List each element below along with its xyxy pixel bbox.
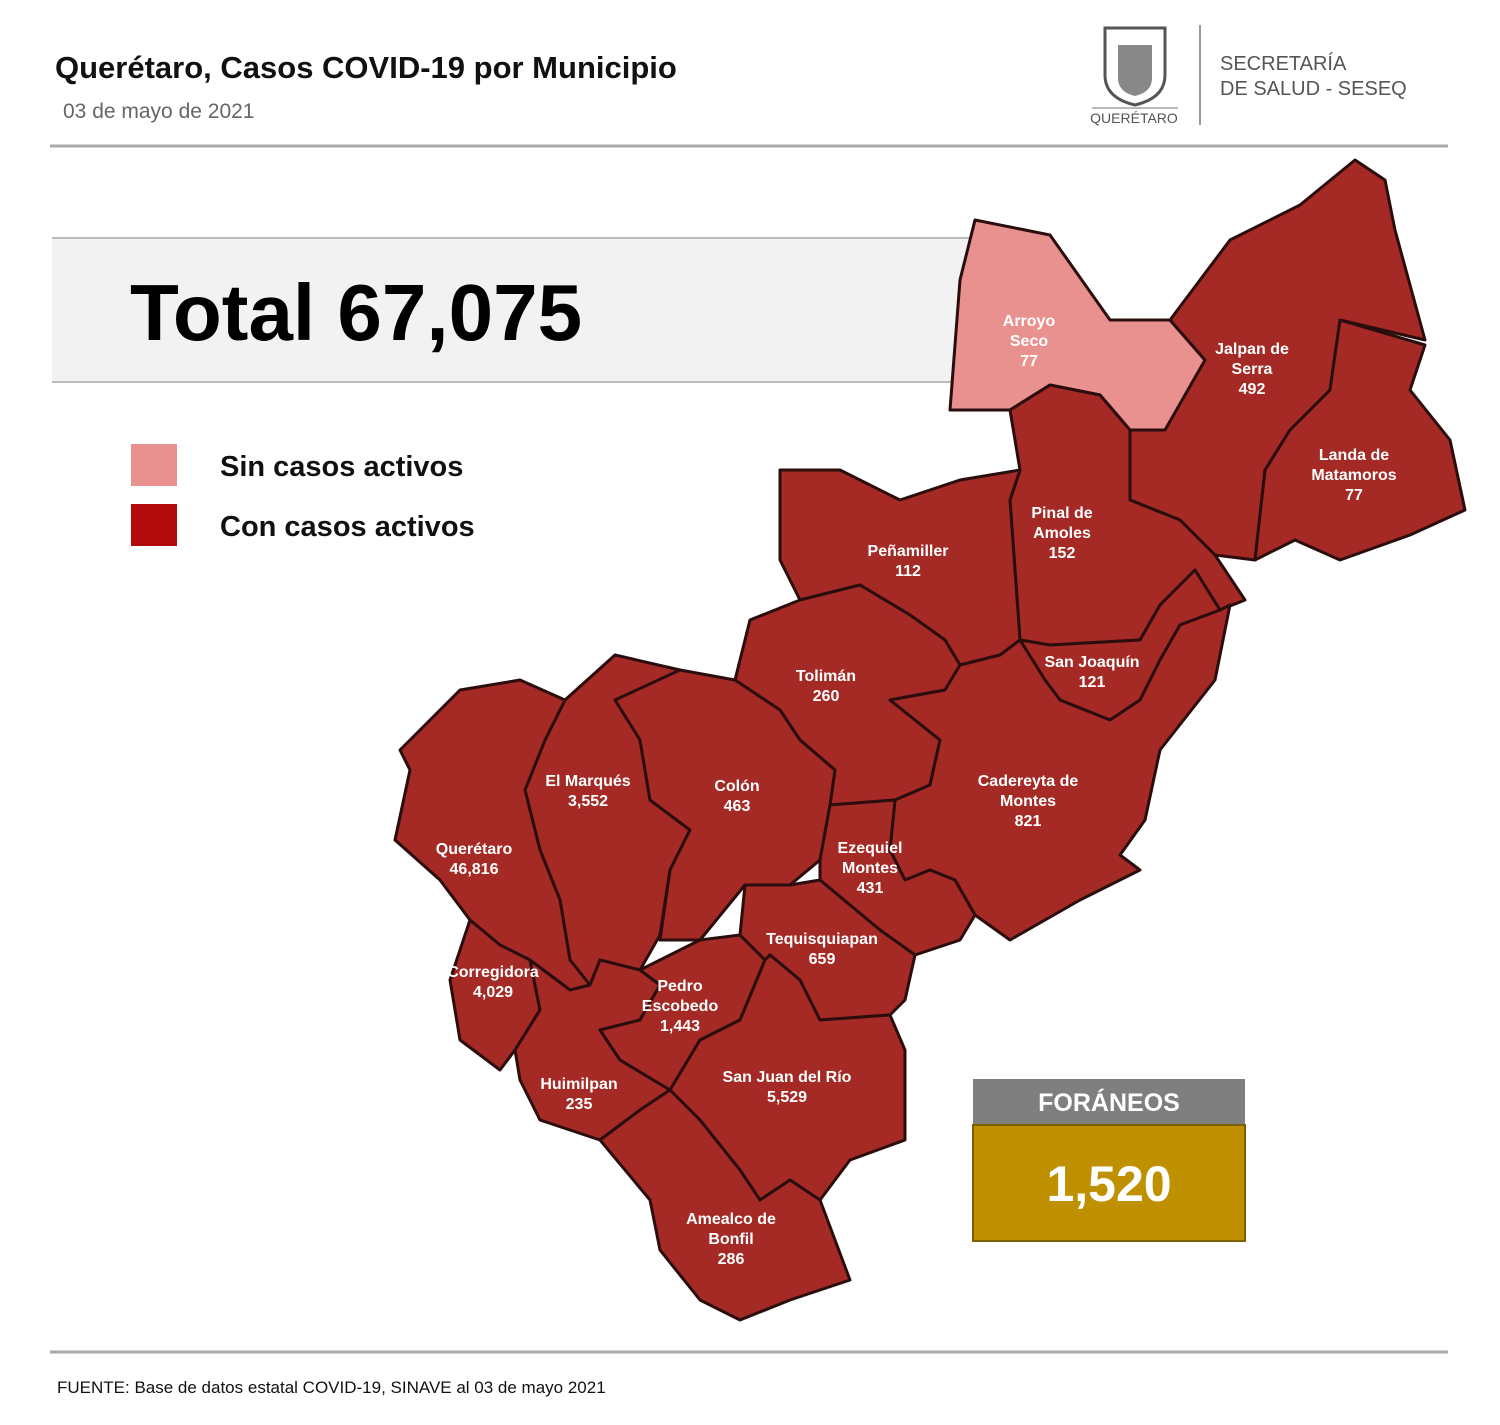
municipality-name: Corregidora <box>447 964 539 981</box>
municipality-name: Montes <box>842 860 898 877</box>
total-box <box>52 238 982 382</box>
foraneos-header <box>973 1079 1245 1125</box>
municipality-value: 463 <box>724 798 751 815</box>
municipality-name: Huimilpan <box>540 1076 617 1093</box>
total: Total 67,075 <box>130 268 582 357</box>
municipality-value: 659 <box>809 951 836 968</box>
legend-swatch <box>131 444 177 486</box>
logo-text: QUERÉTARO <box>1090 110 1178 126</box>
municipality-name: Peñamiller <box>868 543 949 560</box>
municipality-name: Matamoros <box>1311 467 1396 484</box>
municipality-name: Pinal de <box>1031 505 1092 522</box>
foraneos-box <box>972 1124 1246 1242</box>
municipality-value: 112 <box>895 563 921 580</box>
date: 03 de mayo de 2021 <box>63 100 254 123</box>
municipality-value: 3,552 <box>568 793 608 810</box>
municipality-value: 121 <box>1079 674 1106 691</box>
municipality-value: 4,029 <box>473 984 513 1001</box>
agency-line: DE SALUD - SESEQ <box>1220 78 1407 100</box>
municipality-value: 5,529 <box>767 1089 807 1106</box>
municipality <box>1253 318 1467 562</box>
municipality-value: 235 <box>566 1096 593 1113</box>
municipality-value: 152 <box>1049 545 1076 562</box>
logo: QUERÉTARO SECRETARÍA DE SALUD - SESEQ <box>1090 25 1407 126</box>
municipality-value: 46,816 <box>450 861 499 878</box>
municipality-name: San Juan del Río <box>723 1069 852 1086</box>
municipality-name: Amealco de <box>686 1211 776 1228</box>
municipality-name: Amoles <box>1033 525 1091 542</box>
municipality-name: El Marqués <box>545 773 630 790</box>
footer: FUENTE: Base de datos estatal COVID-19, … <box>57 1378 606 1397</box>
legend-swatch <box>131 504 177 546</box>
municipality-name: Montes <box>1000 793 1056 810</box>
foraneos-value: 1,520 <box>1046 1156 1171 1212</box>
municipality-name: Tolimán <box>796 668 856 685</box>
legend: Sin casos activos Con casos activos <box>131 444 475 546</box>
municipality-name: Arroyo <box>1003 313 1056 330</box>
municipality-value: 1,443 <box>660 1018 700 1035</box>
municipality-name: Cadereyta de <box>978 773 1079 790</box>
municipality-value: 77 <box>1345 487 1363 504</box>
agency-line: SECRETARÍA <box>1220 52 1347 75</box>
municipality-value: 286 <box>718 1251 745 1268</box>
legend-label: Con casos activos <box>220 511 475 543</box>
title: Querétaro, Casos COVID-19 por Municipio <box>55 50 677 85</box>
municipality-value: 821 <box>1015 813 1042 830</box>
municipality-name: San Joaquín <box>1044 654 1139 671</box>
map-regions: Arroyo Seco 77 Jalpan de Serra 492 Landa de Mat… <box>393 158 1467 1322</box>
municipality-value: 492 <box>1239 381 1266 398</box>
municipality-name: Jalpan de <box>1215 341 1289 358</box>
legend-label: Sin casos activos <box>220 451 463 483</box>
municipality-name: Landa de <box>1319 447 1389 464</box>
municipality-name: Colón <box>714 778 759 795</box>
municipality-name: Serra <box>1232 361 1273 378</box>
municipality-name: Tequisquiapan <box>766 931 878 948</box>
municipality <box>888 603 1232 942</box>
municipality-name: Seco <box>1010 333 1048 350</box>
foraneos-label: FORÁNEOS <box>1038 1088 1180 1117</box>
municipality-name: Bonfil <box>708 1231 753 1248</box>
municipality-value: 260 <box>813 688 840 705</box>
municipality-name: Pedro <box>657 978 703 995</box>
municipality <box>598 1088 852 1322</box>
municipality-name: Querétaro <box>436 841 513 858</box>
municipality-name: Escobedo <box>642 998 719 1015</box>
municipality-value: 77 <box>1020 353 1038 370</box>
municipality-value: 431 <box>857 880 884 897</box>
municipality-name: Ezequiel <box>838 840 903 857</box>
foraneos: FORÁNEOS 1,520 <box>972 1079 1246 1242</box>
